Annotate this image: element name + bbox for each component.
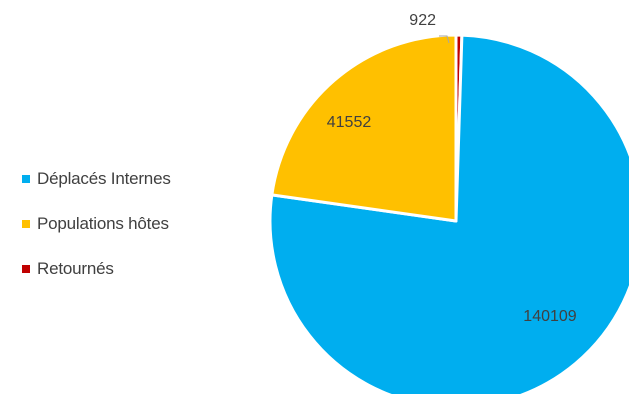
legend-swatch-deplaces-internes — [22, 175, 30, 183]
legend-item-deplaces-internes: Déplacés Internes — [22, 156, 171, 201]
legend-swatch-populations-hotes — [22, 220, 30, 228]
legend: Déplacés Internes Populations hôtes Reto… — [22, 156, 171, 291]
legend-item-populations-hotes: Populations hôtes — [22, 201, 171, 246]
data-label-retournes: 922 — [409, 12, 436, 29]
legend-label-populations-hotes: Populations hôtes — [37, 214, 169, 234]
legend-item-retournes: Retournés — [22, 246, 171, 291]
data-label-deplaces-internes: 140109 — [523, 308, 576, 325]
legend-label-retournes: Retournés — [37, 259, 114, 279]
data-label-populations-hotes: 41552 — [327, 114, 372, 131]
legend-swatch-retournes — [22, 265, 30, 273]
legend-label-deplaces-internes: Déplacés Internes — [37, 169, 171, 189]
pie-slices — [270, 35, 629, 394]
